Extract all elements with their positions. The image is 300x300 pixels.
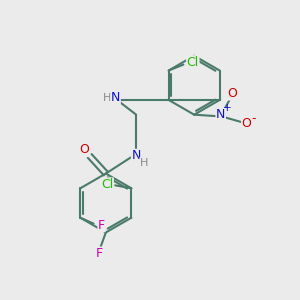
Text: Cl: Cl <box>187 56 199 69</box>
Text: N: N <box>111 91 120 104</box>
Text: H: H <box>140 158 148 168</box>
Text: F: F <box>96 247 103 260</box>
Text: O: O <box>227 87 237 100</box>
Text: Cl: Cl <box>101 178 113 191</box>
Text: N: N <box>131 149 141 162</box>
Text: -: - <box>251 112 256 125</box>
Text: +: + <box>223 103 232 113</box>
Text: N: N <box>216 108 225 121</box>
Text: O: O <box>242 117 251 130</box>
Text: O: O <box>80 143 89 157</box>
Text: F: F <box>98 219 105 232</box>
Text: H: H <box>103 93 111 103</box>
